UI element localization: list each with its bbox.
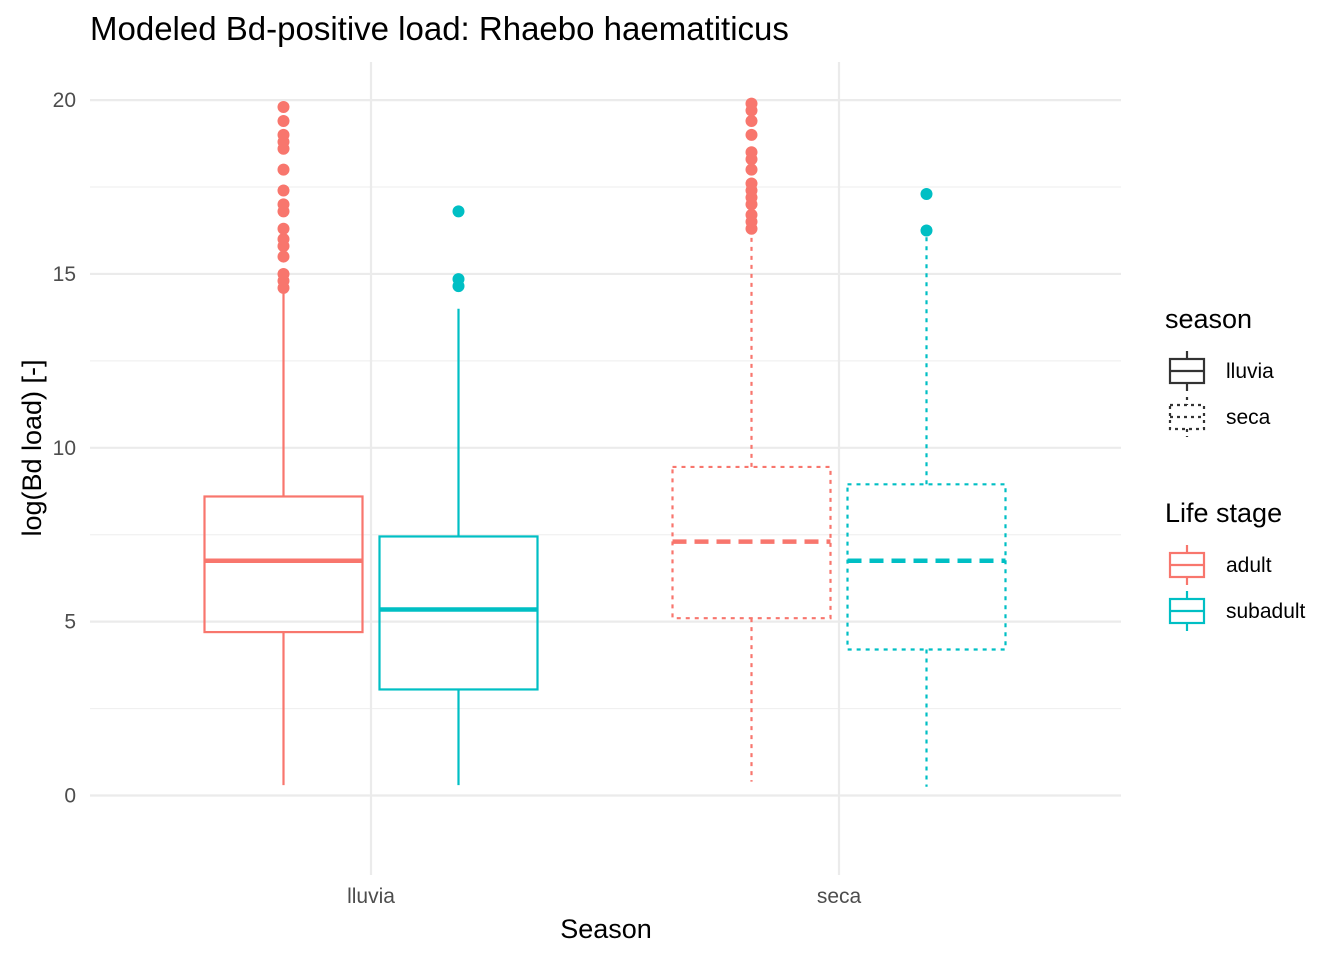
legend-label-seca: seca [1226,406,1271,429]
x-axis-title: Season [560,914,652,944]
chart-title: Modeled Bd-positive load: Rhaebo haemati… [90,10,789,47]
legend-season-title: season [1165,304,1252,334]
outlier-point [920,224,933,237]
outlier-point [277,267,290,280]
boxplot-adult-seca [671,97,832,782]
legend-label-subadult: subadult [1226,600,1306,623]
legend-key-subadult [1168,591,1206,631]
y-tick-label: 10 [53,437,76,460]
y-tick-label: 15 [53,263,76,286]
y-axis-title: log(Bd load) [-] [17,359,47,536]
boxplot-adult-lluvia [203,101,364,786]
outlier-point [277,233,290,246]
outlier-point [745,114,758,127]
outlier-point [745,208,758,221]
outlier-point [452,205,465,218]
box [378,535,539,691]
outlier-point [277,128,290,141]
y-tick-label: 20 [53,89,76,112]
outlier-point [745,146,758,159]
boxplot-subadult-seca [846,187,1007,787]
outlier-point [277,198,290,211]
outlier-point [920,187,933,200]
outlier-point [277,184,290,197]
legend-life-stage-title: Life stage [1165,498,1282,528]
x-axis-ticks: lluvia seca [347,885,861,908]
x-tick-label: seca [817,885,862,908]
outlier-point [277,101,290,114]
y-tick-label: 0 [64,785,76,808]
box [846,483,1007,651]
outlier-point [745,128,758,141]
legend-label-lluvia: lluvia [1226,360,1274,383]
y-axis-ticks: 0 5 10 15 20 [53,89,76,807]
outlier-point [277,250,290,263]
y-tick-label: 5 [64,611,76,634]
legend-key-adult [1168,545,1206,585]
x-tick-label: lluvia [347,885,395,908]
grid-minor [90,186,1121,710]
outlier-point [745,177,758,190]
legend-label-adult: adult [1226,554,1272,577]
legend-key-seca [1168,397,1206,437]
outlier-point [452,273,465,286]
box [203,495,364,634]
grid-major [90,62,1121,875]
outlier-point [745,97,758,110]
outlier-point [745,163,758,176]
boxplot-subadult-lluvia [378,205,539,786]
legend-key-box [1168,403,1206,431]
outlier-point [277,163,290,176]
legend-season: season lluvia seca [1165,304,1274,437]
outlier-point [277,222,290,235]
boxplots [203,97,1007,787]
legend-life-stage: Life stage adult subadult [1165,498,1306,631]
outlier-point [277,114,290,127]
legend-key-lluvia [1168,351,1206,391]
